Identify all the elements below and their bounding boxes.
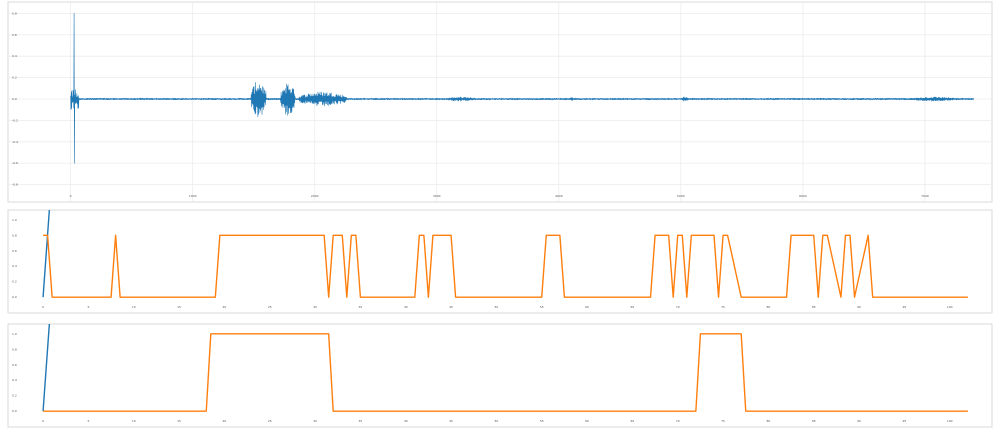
y-tick-label: 0.0 xyxy=(12,295,17,299)
x-tick-label: 10 xyxy=(132,305,136,309)
x-tick-label: 65 xyxy=(630,419,634,423)
activity-panel-bottom: 0 5 10 15 20 25 30 35 40 45 50 55 60 65 70 75 80 85 90 95 10… xyxy=(7,323,993,428)
x-tick-label: 55 xyxy=(540,305,544,309)
axes-frame xyxy=(7,323,993,428)
x-tick-label: 0 xyxy=(42,419,44,423)
axes-frame xyxy=(7,1,993,203)
y-tick-label: 1.0 xyxy=(12,218,17,222)
x-tick-label: 2000 xyxy=(311,194,319,198)
x-tick-label: 35 xyxy=(358,419,362,423)
y-tick-label: -0.8 xyxy=(12,183,18,187)
x-tick-label: 10 xyxy=(132,419,136,423)
series-line xyxy=(42,210,51,298)
axes-frame xyxy=(7,209,993,314)
x-tick-label: 35 xyxy=(358,305,362,309)
x-tick-label: 75 xyxy=(721,419,725,423)
x-tick-label: 45 xyxy=(449,305,453,309)
x-tick-label: 50 xyxy=(494,305,498,309)
series-line xyxy=(43,333,968,412)
x-tick-label: 40 xyxy=(404,419,408,423)
y-tick-label: 0.2 xyxy=(12,394,17,398)
x-tick-label: 4000 xyxy=(555,194,563,198)
x-tick-label: 85 xyxy=(812,305,816,309)
x-tick-label: 50 xyxy=(494,419,498,423)
y-tick-label: 0.8 xyxy=(12,233,17,237)
x-tick-label: 0 xyxy=(42,305,44,309)
x-tick-label: 5 xyxy=(87,305,89,309)
y-tick-label: 0.0 xyxy=(12,409,17,413)
y-tick-label: 0.4 xyxy=(12,378,17,382)
x-tick-label: 60 xyxy=(585,305,589,309)
x-tick-label: 15 xyxy=(177,419,181,423)
x-tick-label: 95 xyxy=(902,419,906,423)
series-line xyxy=(70,13,975,164)
x-tick-label: 20 xyxy=(222,419,226,423)
x-tick-label: 25 xyxy=(268,305,272,309)
x-tick-label: 1000 xyxy=(189,194,197,198)
x-tick-label: 60 xyxy=(585,419,589,423)
x-tick-label: 5000 xyxy=(677,194,685,198)
x-tick-label: 80 xyxy=(766,419,770,423)
y-tick-label: 0.2 xyxy=(12,76,17,80)
y-tick-label: 0.6 xyxy=(12,249,17,253)
activity-panel-top: 0 5 10 15 20 25 30 35 40 45 50 55 60 65 70 75 80 85 90 95 10… xyxy=(7,209,993,314)
x-tick-label: 85 xyxy=(812,419,816,423)
x-tick-label: 95 xyxy=(902,305,906,309)
x-tick-label: 25 xyxy=(268,419,272,423)
x-tick-label: 100 xyxy=(947,305,953,309)
x-tick-label: 75 xyxy=(721,305,725,309)
y-tick-label: 1.0 xyxy=(12,332,17,336)
x-tick-label: 80 xyxy=(766,305,770,309)
x-tick-label: 100 xyxy=(947,419,953,423)
x-tick-label: 70 xyxy=(676,305,680,309)
x-tick-label: 15 xyxy=(177,305,181,309)
x-tick-label: 45 xyxy=(449,419,453,423)
x-tick-label: 30 xyxy=(313,305,317,309)
x-tick-label: 55 xyxy=(540,419,544,423)
y-tick-label: 0.2 xyxy=(12,280,17,284)
x-tick-label: 0 xyxy=(70,194,72,198)
y-tick-label: 0.6 xyxy=(12,363,17,367)
y-tick-label: 0.8 xyxy=(12,11,17,15)
y-tick-label: 0.4 xyxy=(12,54,17,58)
x-tick-label: 40 xyxy=(404,305,408,309)
x-tick-label: 65 xyxy=(630,305,634,309)
y-tick-label: -0.6 xyxy=(12,161,18,165)
y-tick-label: 0.4 xyxy=(12,264,17,268)
y-tick-label: -0.2 xyxy=(12,118,18,122)
series-line xyxy=(42,324,51,412)
x-tick-label: 7000 xyxy=(921,194,929,198)
x-tick-label: 6000 xyxy=(799,194,807,198)
x-tick-label: 90 xyxy=(857,305,861,309)
x-tick-label: 70 xyxy=(676,419,680,423)
x-tick-label: 90 xyxy=(857,419,861,423)
x-tick-label: 3000 xyxy=(433,194,441,198)
series-line xyxy=(43,234,968,298)
y-tick-label: -0.4 xyxy=(12,140,18,144)
waveform-panel: 0 1000 2000 3000 4000 5000 6000 7000 -0.8 -0.6 -0.… xyxy=(7,1,993,203)
y-tick-label: 0.0 xyxy=(12,97,17,101)
x-tick-label: 5 xyxy=(87,419,89,423)
x-tick-label: 20 xyxy=(222,305,226,309)
y-tick-label: 0.8 xyxy=(12,347,17,351)
x-tick-label: 30 xyxy=(313,419,317,423)
y-tick-label: 0.6 xyxy=(12,33,17,37)
